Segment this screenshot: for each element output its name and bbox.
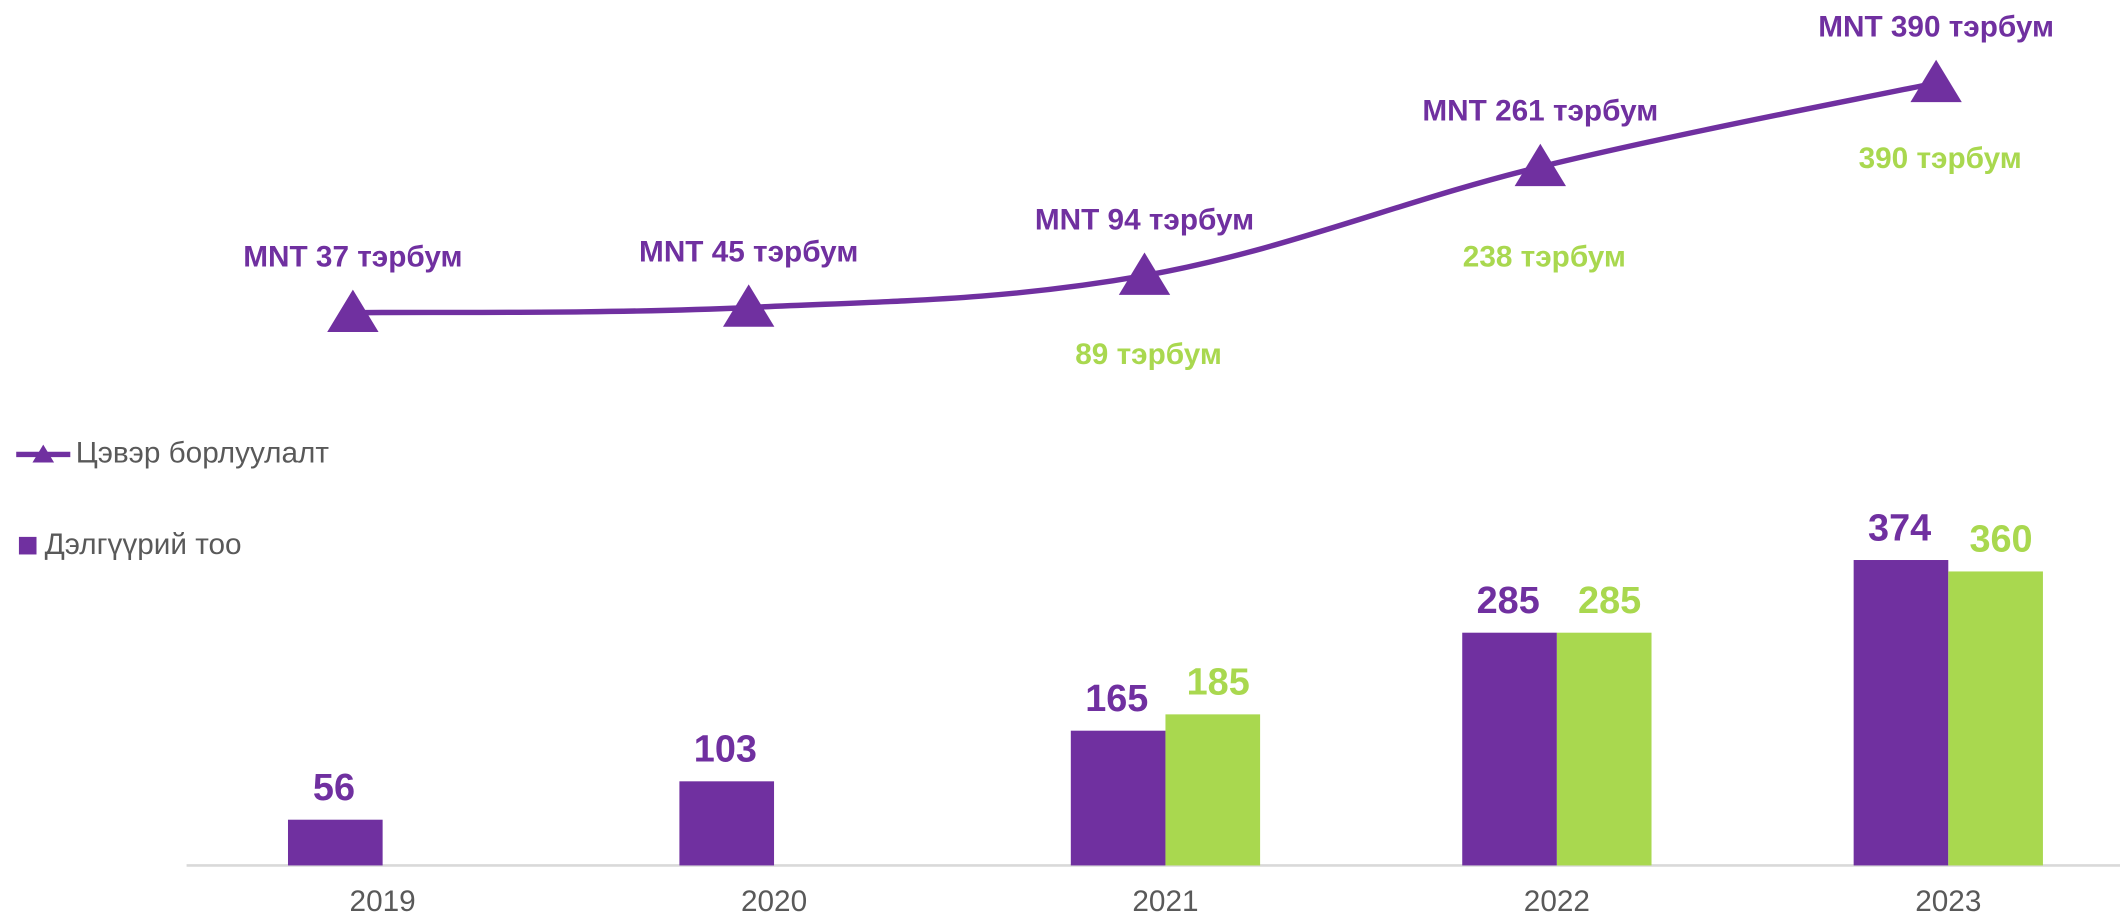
data-label: MNT 45 тэрбум	[639, 235, 858, 268]
marker	[1514, 143, 1567, 187]
bar	[1165, 714, 1261, 866]
data-label: 103	[694, 729, 757, 771]
x-tick-label: 2019	[350, 885, 416, 918]
marker	[1910, 59, 1962, 103]
data-label: 285	[1477, 580, 1540, 622]
bar	[287, 819, 383, 866]
data-label: 285	[1578, 580, 1641, 622]
legend-marker	[32, 444, 55, 463]
legend-swatch	[18, 536, 37, 555]
bar	[1070, 730, 1166, 866]
data-label: MNT 261 тэрбум	[1422, 95, 1658, 128]
data-label: MNT 94 тэрбум	[1035, 203, 1254, 236]
x-tick-label: 2022	[1524, 885, 1590, 918]
marker	[723, 284, 775, 327]
data-label: 56	[313, 767, 355, 809]
x-tick-label: 2021	[1132, 885, 1198, 918]
x-tick-label: 2020	[741, 885, 807, 918]
legend-label: Дэлгүүрий тоо	[45, 528, 242, 561]
bar	[679, 781, 775, 866]
data-label: MNT 390 тэрбум	[1818, 11, 2054, 44]
legend-label: Цэвэр борлуулалт	[76, 436, 330, 469]
data-label: 390 тэрбум	[1859, 142, 2022, 175]
data-label: 360	[1969, 519, 2032, 561]
bar	[1556, 632, 1652, 866]
data-label: 238 тэрбум	[1463, 241, 1626, 274]
x-tick-label: 2023	[1915, 885, 1981, 918]
marker	[1118, 252, 1171, 295]
bar	[1948, 571, 2043, 866]
data-label: 185	[1187, 662, 1250, 704]
bar	[1853, 560, 1949, 866]
data-label: 89 тэрбум	[1075, 338, 1222, 371]
data-label: 374	[1868, 507, 1931, 549]
data-label: 165	[1085, 678, 1148, 720]
bar	[1462, 632, 1557, 866]
marker	[327, 289, 379, 332]
data-label: MNT 37 тэрбум	[243, 240, 462, 273]
